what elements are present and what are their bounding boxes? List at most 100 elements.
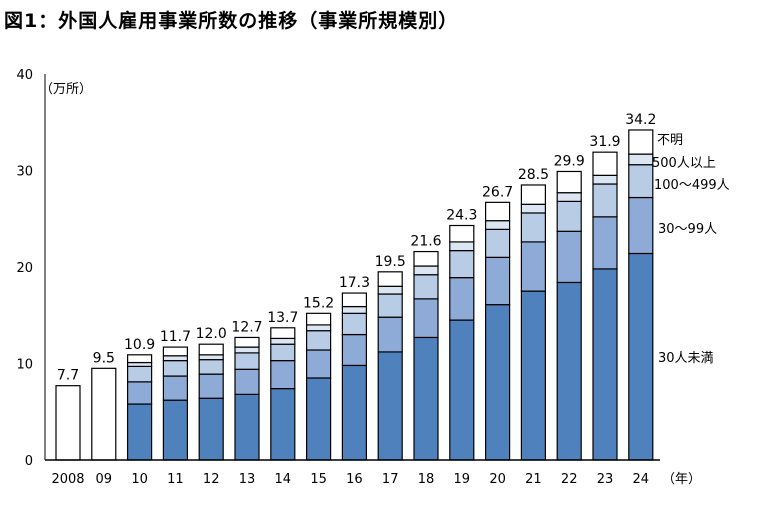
x-tick-label: 17 bbox=[382, 472, 399, 487]
x-tick-label: 09 bbox=[96, 472, 113, 487]
bar-segment bbox=[520, 203, 547, 214]
bar-segment bbox=[198, 343, 224, 356]
legend-label: 30人未満 bbox=[658, 351, 714, 366]
bar-segment bbox=[198, 397, 224, 461]
y-axis-label: （万所） bbox=[40, 82, 92, 97]
data-label: 31.9 bbox=[589, 134, 620, 150]
bar-segment bbox=[413, 274, 439, 300]
bar-segment bbox=[520, 241, 547, 292]
bar-segment bbox=[377, 351, 403, 461]
data-label: 11.7 bbox=[160, 329, 191, 345]
bar-segment bbox=[234, 393, 260, 461]
legend-label: 不明 bbox=[657, 133, 683, 148]
bar-segment bbox=[126, 365, 153, 383]
bar-segment bbox=[556, 230, 582, 284]
x-tick-label: 23 bbox=[597, 472, 614, 487]
bar-segment bbox=[234, 352, 260, 370]
data-label: 9.5 bbox=[93, 350, 115, 366]
bar-segment bbox=[556, 192, 582, 202]
data-label: 12.7 bbox=[231, 319, 262, 335]
x-tick-label: 2008 bbox=[51, 472, 84, 487]
bar-segment bbox=[556, 281, 582, 461]
x-tick-label: 14 bbox=[275, 472, 292, 487]
bar-segment bbox=[341, 292, 367, 308]
bar-segment bbox=[162, 399, 188, 461]
x-tick-label: 12 bbox=[203, 472, 220, 487]
bar-segment bbox=[126, 381, 153, 405]
bar-segment bbox=[628, 252, 654, 461]
legend-label: 100～499人 bbox=[654, 178, 730, 193]
bar-segment bbox=[270, 343, 296, 362]
bar-segment bbox=[628, 196, 654, 255]
bar-segment bbox=[628, 164, 654, 199]
bar-segment bbox=[162, 355, 188, 362]
x-tick-label: 11 bbox=[167, 472, 184, 487]
bar-segment bbox=[234, 346, 260, 354]
bar-segment bbox=[485, 256, 511, 306]
bar-segment bbox=[413, 336, 439, 461]
data-label: 21.6 bbox=[410, 234, 441, 250]
bar-segment bbox=[449, 224, 475, 243]
bar-segment bbox=[485, 201, 511, 222]
chart-title: 図1：外国人雇用事業所数の推移（事業所規模別） bbox=[4, 10, 459, 32]
bar-segment bbox=[234, 336, 260, 348]
x-axis-label: （年） bbox=[662, 472, 701, 487]
data-label: 15.2 bbox=[303, 295, 334, 311]
x-tick-label: 10 bbox=[131, 472, 148, 487]
bar-segment bbox=[270, 360, 296, 390]
bar-segment bbox=[234, 368, 260, 395]
bar-segment bbox=[306, 377, 332, 461]
bar-segment bbox=[198, 354, 224, 361]
bar-segment bbox=[628, 129, 654, 155]
bar-segment bbox=[520, 290, 547, 461]
x-tick-label: 22 bbox=[561, 472, 578, 487]
x-tick-label: 24 bbox=[633, 472, 650, 487]
bar-segment bbox=[377, 271, 403, 287]
x-tick-label: 15 bbox=[310, 472, 327, 487]
bar-segment bbox=[592, 174, 618, 185]
bar-segment bbox=[341, 312, 367, 336]
bar-segment bbox=[126, 354, 153, 364]
bar-segment bbox=[520, 184, 547, 205]
bar-segment bbox=[413, 265, 439, 276]
bar-segment bbox=[592, 268, 618, 461]
bar-segment bbox=[485, 220, 511, 230]
y-tick-label: 40 bbox=[16, 68, 33, 83]
bar-segment bbox=[628, 153, 654, 166]
bar-segment bbox=[341, 305, 367, 314]
bar-segment bbox=[198, 359, 224, 375]
bar-segment bbox=[449, 249, 475, 279]
bar-segment bbox=[162, 346, 188, 357]
legend-label: 30～99人 bbox=[658, 222, 717, 237]
data-label: 24.3 bbox=[446, 208, 477, 224]
y-tick-label: 20 bbox=[16, 261, 33, 276]
bar-segment bbox=[485, 304, 511, 461]
bar-segment bbox=[449, 277, 475, 321]
data-label: 26.7 bbox=[482, 184, 513, 200]
data-label: 13.7 bbox=[267, 310, 298, 326]
x-tick-label: 13 bbox=[239, 472, 256, 487]
bar-segment bbox=[413, 250, 439, 267]
bar-segment bbox=[485, 228, 511, 258]
bar-segment bbox=[270, 327, 296, 340]
bar-segment bbox=[162, 375, 188, 401]
data-label: 10.9 bbox=[124, 337, 155, 353]
bar-segment bbox=[592, 151, 618, 176]
bar-segment bbox=[377, 316, 403, 353]
bar-total bbox=[91, 367, 117, 461]
x-tick-label: 16 bbox=[346, 472, 363, 487]
legend-label: 500人以上 bbox=[652, 156, 716, 171]
data-label: 34.2 bbox=[625, 112, 656, 128]
y-tick-label: 30 bbox=[16, 165, 33, 180]
y-tick-label: 10 bbox=[16, 358, 33, 373]
data-label: 17.3 bbox=[339, 275, 370, 291]
bar-segment bbox=[270, 387, 296, 461]
bar-segment bbox=[341, 364, 367, 461]
bar-segment bbox=[198, 373, 224, 399]
bar-segment bbox=[306, 330, 332, 351]
bar-segment bbox=[592, 216, 618, 270]
bar-segment bbox=[162, 360, 188, 377]
bar-segment bbox=[449, 319, 475, 461]
bar-segment bbox=[306, 349, 332, 379]
data-label: 29.9 bbox=[554, 153, 585, 169]
